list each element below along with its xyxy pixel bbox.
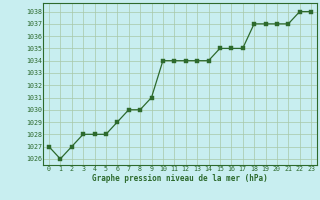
X-axis label: Graphe pression niveau de la mer (hPa): Graphe pression niveau de la mer (hPa) bbox=[92, 174, 268, 183]
